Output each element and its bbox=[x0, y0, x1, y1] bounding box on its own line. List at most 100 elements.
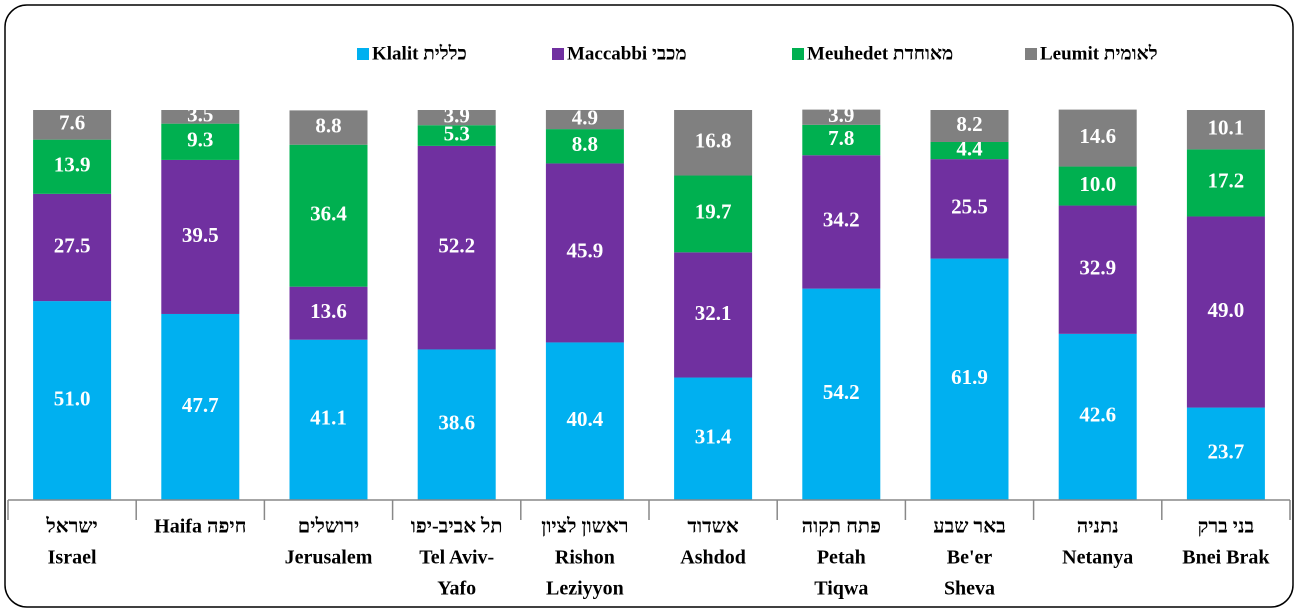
value-label: 49.0 bbox=[1208, 298, 1245, 322]
x-tick-label: Haifa חיפה bbox=[154, 516, 246, 538]
x-tick-label: Ashdod bbox=[680, 547, 746, 569]
legend-swatch bbox=[792, 48, 804, 60]
legend-swatch bbox=[552, 48, 564, 60]
value-label: 39.5 bbox=[182, 223, 219, 247]
value-label: 3.9 bbox=[444, 103, 470, 127]
x-tick-label: ישראל bbox=[45, 516, 97, 538]
x-tick-label: Sheva bbox=[944, 578, 995, 600]
bar-segment bbox=[289, 286, 368, 340]
value-label: 13.9 bbox=[54, 153, 91, 177]
value-label: 8.2 bbox=[956, 112, 982, 136]
bar-segment bbox=[1058, 109, 1137, 167]
value-label: 3.5 bbox=[187, 103, 213, 127]
value-label: 13.6 bbox=[310, 299, 347, 323]
value-label: 27.5 bbox=[54, 233, 91, 257]
x-tick-label: ראשון לציון bbox=[541, 516, 628, 538]
bar-segment bbox=[545, 129, 624, 164]
legend-swatch bbox=[357, 48, 369, 60]
x-tick-label: Petah bbox=[817, 547, 866, 569]
value-label: 61.9 bbox=[951, 365, 988, 389]
bar-segment bbox=[1186, 216, 1265, 408]
value-label: 9.3 bbox=[187, 128, 213, 152]
value-label: 52.2 bbox=[438, 233, 475, 257]
bar-segment bbox=[33, 193, 112, 302]
legend-swatch bbox=[1025, 48, 1037, 60]
value-label: 54.2 bbox=[823, 380, 860, 404]
value-label: 19.7 bbox=[695, 200, 732, 224]
value-label: 32.1 bbox=[695, 301, 732, 325]
x-tick-label: תל אביב-יפו bbox=[411, 516, 503, 538]
value-label: 38.6 bbox=[438, 411, 475, 435]
value-label: 23.7 bbox=[1208, 440, 1245, 464]
bar-segment bbox=[161, 123, 240, 160]
value-label: 42.6 bbox=[1079, 403, 1116, 427]
value-label: 7.8 bbox=[828, 126, 854, 150]
bar-segment bbox=[1058, 205, 1137, 334]
x-tick-label: אשדוד bbox=[687, 516, 739, 538]
value-label: 7.6 bbox=[59, 111, 85, 135]
value-label: 10.0 bbox=[1079, 172, 1116, 196]
x-tick-label: ירושלים bbox=[298, 516, 359, 538]
x-tick-label: נתניה bbox=[1077, 516, 1119, 538]
value-label: 31.4 bbox=[695, 425, 732, 449]
bar-segment bbox=[674, 110, 753, 176]
bar-segment bbox=[1058, 166, 1137, 206]
value-label: 5.3 bbox=[444, 121, 470, 145]
bar-segment bbox=[930, 141, 1009, 160]
bar-segment bbox=[289, 339, 368, 500]
value-label: 8.8 bbox=[315, 113, 341, 137]
value-label: 16.8 bbox=[695, 129, 732, 153]
x-tick-label: בני ברק bbox=[1198, 516, 1255, 538]
bar-segment bbox=[417, 110, 496, 126]
x-tick-label: Jerusalem bbox=[285, 547, 373, 569]
x-tick-label: Tiqwa bbox=[814, 578, 868, 600]
x-tick-label: Israel bbox=[48, 547, 97, 569]
bar-segment bbox=[33, 301, 112, 500]
bar-segment bbox=[417, 349, 496, 500]
bar-segment bbox=[930, 159, 1009, 259]
x-tick-label: Leziyyon bbox=[546, 578, 624, 600]
value-label: 8.8 bbox=[572, 132, 598, 156]
bar-segment bbox=[545, 163, 624, 343]
value-label: 51.0 bbox=[54, 386, 91, 410]
bar-segment bbox=[161, 110, 240, 124]
bar-segment bbox=[161, 159, 240, 314]
bar-segment bbox=[545, 342, 624, 500]
bar-segment bbox=[802, 155, 881, 289]
x-tick-label: Rishon bbox=[555, 547, 615, 569]
bar-segment bbox=[33, 139, 112, 194]
x-tick-label: באר שבע bbox=[933, 516, 1005, 538]
legend-label: Maccabbi מכבי bbox=[567, 43, 687, 64]
bar-segment bbox=[417, 125, 496, 146]
value-label: 14.6 bbox=[1079, 124, 1116, 148]
value-label: 3.9 bbox=[828, 103, 854, 127]
bar-segment bbox=[674, 175, 753, 253]
bar-segment bbox=[289, 110, 368, 145]
x-tick-label: Be'er bbox=[947, 547, 993, 569]
bar-segment bbox=[33, 110, 112, 140]
bar-segment bbox=[161, 313, 240, 500]
x-tick-label: Netanya bbox=[1062, 547, 1133, 569]
value-label: 25.5 bbox=[951, 195, 988, 219]
value-label: 41.1 bbox=[310, 406, 347, 430]
value-label: 17.2 bbox=[1208, 169, 1245, 193]
value-label: 10.1 bbox=[1208, 116, 1245, 140]
legend-label: Leumit לאומית bbox=[1040, 43, 1158, 64]
value-label: 47.7 bbox=[182, 393, 219, 417]
bar-segment bbox=[674, 252, 753, 378]
value-label: 45.9 bbox=[567, 239, 604, 263]
bar-segment bbox=[545, 110, 624, 130]
bar-segment bbox=[1186, 110, 1265, 150]
bar-segment bbox=[930, 110, 1009, 142]
x-tick-label: פתח תקוה bbox=[802, 516, 881, 538]
value-label: 40.4 bbox=[567, 407, 604, 431]
legend-label: Meuhedet מאוחדת bbox=[807, 43, 953, 64]
value-label: 4.9 bbox=[572, 105, 598, 129]
x-tick-label: Tel Aviv- bbox=[419, 547, 494, 569]
bar-segment bbox=[1186, 407, 1265, 500]
bar-segment bbox=[417, 145, 496, 350]
value-label: 36.4 bbox=[310, 202, 347, 226]
value-label: 34.2 bbox=[823, 208, 860, 232]
x-tick-label: Bnei Brak bbox=[1182, 547, 1270, 569]
